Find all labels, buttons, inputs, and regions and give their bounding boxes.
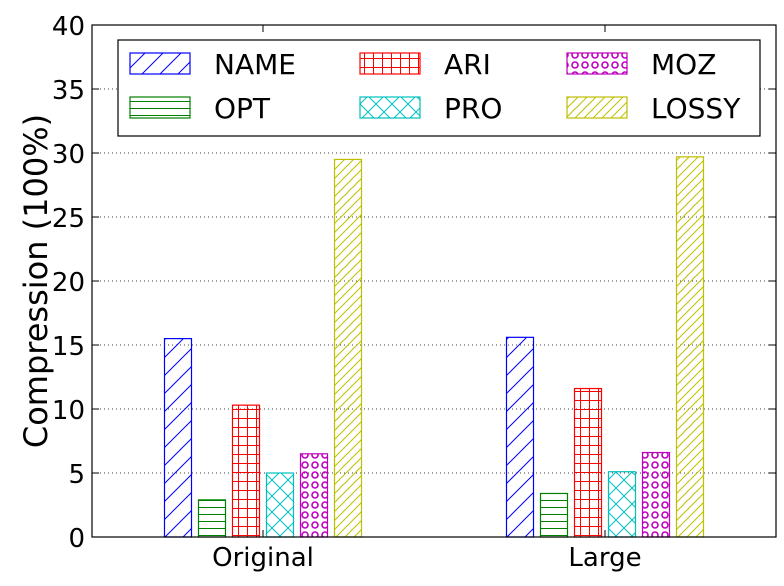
x-axis-ticks: Original Large bbox=[212, 25, 642, 573]
y-tick-label: 5 bbox=[68, 460, 85, 490]
y-tick-label: 30 bbox=[52, 140, 85, 170]
legend-swatch-opt bbox=[129, 96, 191, 119]
bars bbox=[163, 156, 705, 538]
y-tick-label: 10 bbox=[52, 396, 85, 426]
legend: NAME OPT ARI PRO MOZ LOSSY bbox=[117, 39, 761, 137]
bar-opt-original bbox=[197, 499, 227, 538]
bar-moz-original bbox=[299, 453, 329, 538]
y-tick-label: 40 bbox=[52, 12, 85, 42]
y-tick-label: 20 bbox=[52, 268, 85, 298]
bar-moz-large bbox=[641, 451, 671, 538]
grid-lines bbox=[92, 88, 776, 474]
y-tick-label: 25 bbox=[52, 204, 85, 234]
bar-ari-large bbox=[573, 387, 603, 538]
x-tick-label: Original bbox=[212, 543, 314, 573]
legend-box bbox=[117, 39, 761, 137]
bar-lossy-original bbox=[333, 158, 363, 538]
legend-label-pro: PRO bbox=[444, 92, 502, 125]
legend-swatch-lossy bbox=[566, 96, 628, 119]
x-tick-label: Large bbox=[568, 543, 641, 573]
bar-ari-original bbox=[231, 404, 261, 538]
y-tick-label: 35 bbox=[52, 76, 85, 106]
legend-swatch-name bbox=[129, 52, 191, 75]
bar-pro-large bbox=[607, 471, 637, 538]
y-tick-label: 15 bbox=[52, 332, 85, 362]
bar-name-original bbox=[163, 338, 193, 538]
y-axis-ticks: 0 5 10 15 20 25 30 35 40 bbox=[52, 12, 776, 554]
y-axis-label: Compression (100%) bbox=[17, 114, 55, 448]
bar-lossy-large bbox=[675, 156, 705, 538]
legend-swatch-pro bbox=[359, 96, 421, 119]
bar-pro-original bbox=[265, 472, 295, 538]
legend-label-opt: OPT bbox=[214, 92, 271, 125]
legend-label-ari: ARI bbox=[444, 48, 491, 81]
legend-label-lossy: LOSSY bbox=[651, 92, 741, 125]
y-tick-label: 0 bbox=[68, 524, 85, 554]
bar-opt-large bbox=[539, 492, 569, 538]
legend-label-name: NAME bbox=[214, 48, 296, 81]
bar-name-large bbox=[505, 336, 535, 538]
legend-swatch-moz bbox=[566, 52, 628, 75]
legend-swatch-ari bbox=[359, 52, 421, 75]
legend-label-moz: MOZ bbox=[651, 48, 716, 81]
